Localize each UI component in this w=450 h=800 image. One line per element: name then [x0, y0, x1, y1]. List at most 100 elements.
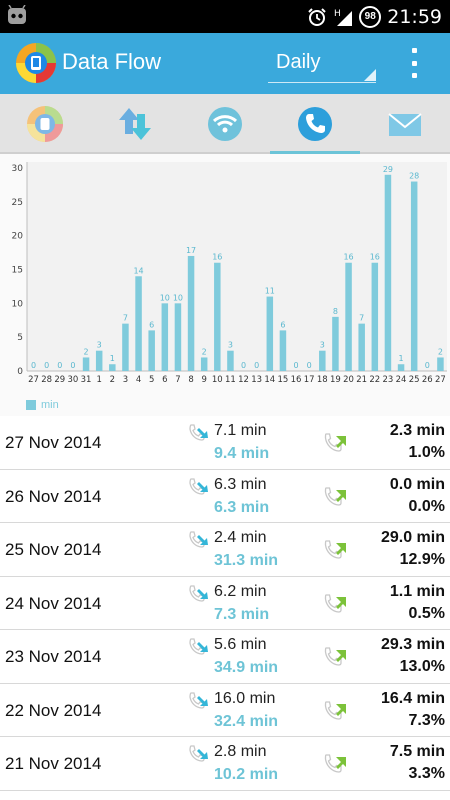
incoming-minutes: 6.3 min: [214, 475, 267, 493]
incoming-call-icon: [189, 531, 208, 548]
outgoing-call-icon: [324, 486, 346, 506]
chart-bar: [345, 262, 352, 371]
tab-calls[interactable]: [270, 94, 360, 156]
bar-value-label: 1: [110, 354, 115, 363]
list-item[interactable]: 23 Nov 2014 5.6 min 34.9 min 29.3 min 13…: [0, 630, 450, 684]
chart-bar: [187, 255, 195, 371]
chart-bar: [319, 350, 326, 371]
incoming-call-icon: [189, 638, 208, 655]
incoming-minutes: 5.6 min: [214, 636, 267, 653]
chart-bar: [135, 276, 142, 371]
outgoing-call-icon: [324, 754, 346, 773]
outgoing-percentage: 0.0%: [408, 497, 445, 515]
chart-bar: [174, 303, 182, 371]
x-tick-label: 3: [123, 375, 128, 385]
chart-bar: [279, 330, 287, 371]
outgoing-call-icon: [324, 700, 346, 720]
incoming-call-icon: [189, 424, 208, 441]
list-item[interactable]: 25 Nov 2014 2.4 min 31.3 min 29.0 min 12…: [0, 523, 450, 577]
row-date: 22 Nov 2014: [5, 700, 102, 720]
y-tick-label: 0: [17, 367, 23, 377]
bar-value-label: 11: [265, 287, 275, 296]
period-dropdown-value: Daily: [276, 51, 321, 73]
mail-icon: [388, 113, 422, 136]
bar-value-label: 8: [333, 307, 338, 316]
x-tick-label: 23: [383, 375, 394, 385]
list-item[interactable]: 21 Nov 2014 2.8 min 10.2 min 7.5 min 3.3…: [0, 737, 450, 791]
incoming-minutes: 6.2 min: [214, 582, 267, 600]
app-title: Data Flow: [62, 49, 162, 74]
outgoing-percentage: 12.9%: [399, 551, 445, 568]
bar-value-label: 16: [370, 253, 380, 262]
tab-data[interactable]: [90, 94, 180, 154]
y-tick-label: 25: [12, 198, 23, 208]
bar-value-label: 3: [320, 341, 325, 350]
bar-value-label: 6: [149, 320, 154, 329]
legend-swatch: [26, 400, 36, 410]
daily-list: 27 Nov 2014 7.1 min 9.4 min 2.3 min 1.0%…: [0, 416, 450, 791]
x-tick-label: 29: [54, 375, 65, 385]
signal-icon: H: [334, 9, 353, 26]
outgoing-minutes: 16.4 min: [380, 689, 445, 707]
total-minutes: 31.3 min: [214, 552, 279, 569]
outgoing-percentage: 0.5%: [408, 604, 445, 622]
outgoing-call-icon: [324, 540, 346, 559]
bar-value-label: 0: [425, 361, 430, 370]
chart-bar: [82, 357, 90, 371]
x-tick-label: 15: [278, 375, 289, 385]
x-tick-label: 7: [175, 375, 180, 385]
x-tick-label: 27: [28, 375, 39, 385]
x-tick-label: 25: [409, 375, 420, 385]
outgoing-percentage: 13.0%: [399, 658, 445, 675]
x-tick-label: 8: [188, 375, 193, 385]
app-logo-icon[interactable]: [14, 41, 58, 85]
list-item[interactable]: 22 Nov 2014 16.0 min 32.4 min 16.4 min 7…: [0, 683, 450, 737]
bar-value-label: 7: [359, 314, 364, 323]
bar-value-label: 0: [44, 361, 49, 370]
x-tick-label: 20: [343, 375, 354, 385]
x-tick-label: 22: [369, 375, 380, 385]
x-tick-label: 28: [41, 375, 52, 385]
chart-legend: min: [26, 399, 59, 411]
x-tick-label: 4: [136, 375, 141, 385]
bar-value-label: 0: [254, 361, 259, 370]
total-minutes: 6.3 min: [214, 498, 270, 516]
bar-value-label: 1: [399, 354, 404, 363]
x-tick-label: 1: [96, 375, 101, 385]
dropdown-caret-icon: [364, 69, 376, 81]
list-item[interactable]: 24 Nov 2014 6.2 min 7.3 min 1.1 min 0.5%: [0, 576, 450, 630]
x-tick-label: 24: [396, 375, 407, 385]
y-tick-label: 15: [12, 266, 23, 276]
bar-value-label: 29: [383, 165, 393, 174]
bar-value-label: 6: [280, 320, 285, 329]
bar-value-label: 28: [409, 172, 419, 181]
phone-icon: [298, 107, 332, 141]
incoming-call-icon: [189, 477, 208, 495]
bar-value-label: 16: [343, 253, 353, 262]
tab-sms[interactable]: [360, 94, 450, 154]
chart-bar: [397, 364, 405, 371]
bar-value-label: 2: [84, 347, 89, 356]
chart-bar: [214, 262, 221, 371]
bar-value-label: 0: [70, 361, 75, 370]
period-dropdown[interactable]: Daily: [268, 45, 376, 83]
usage-chart: 0 5 10 15 20 25 30 0 27 0 28 0 29 0 30 2 31 3 1 1 2 7 3 14 4 6 5 10…: [0, 154, 450, 416]
x-tick-label: 27: [435, 375, 446, 385]
bar-value-label: 0: [31, 361, 36, 370]
list-item[interactable]: 27 Nov 2014 7.1 min 9.4 min 2.3 min 1.0%: [0, 416, 450, 470]
tab-wifi[interactable]: [180, 94, 270, 154]
list-item[interactable]: 26 Nov 2014 6.3 min 6.3 min 0.0 min 0.0%: [0, 469, 450, 523]
tab-overview[interactable]: [0, 94, 90, 154]
chart-bar: [148, 330, 155, 371]
app-logo-icon: [27, 106, 63, 142]
status-bar: H 98 21:59: [0, 0, 450, 33]
outgoing-percentage: 1.0%: [408, 444, 445, 461]
chart-bar: [358, 323, 365, 371]
overflow-menu-icon[interactable]: [404, 45, 424, 81]
incoming-call-icon: [189, 584, 208, 602]
outgoing-call-icon: [324, 647, 346, 666]
chart-bar: [266, 296, 274, 371]
chart-bar: [410, 181, 418, 371]
y-tick-label: 30: [12, 164, 24, 174]
y-tick-label: 20: [12, 232, 24, 242]
